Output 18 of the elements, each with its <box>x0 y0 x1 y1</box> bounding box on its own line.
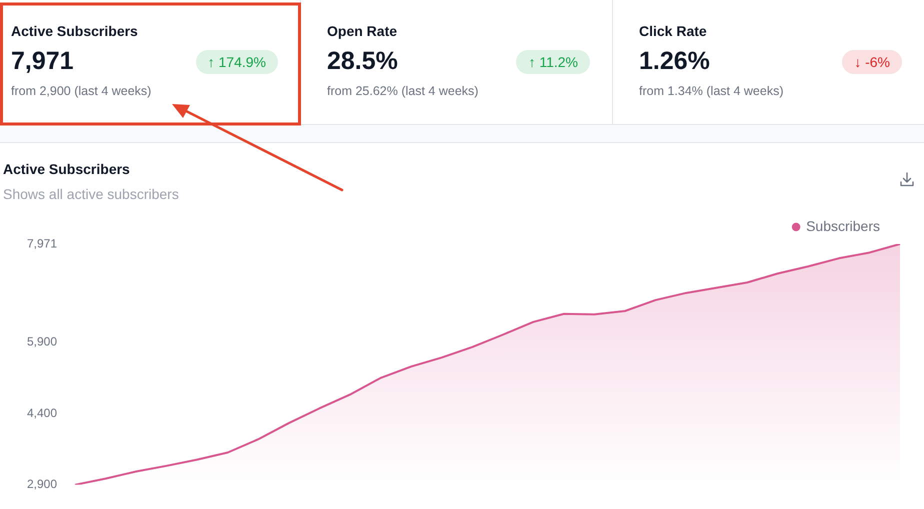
text: Active Subscribers <box>11 22 138 40</box>
text: 1.26% <box>639 46 710 76</box>
text: Click Rate <box>639 22 707 40</box>
y-tick-label: 7,971 <box>26 236 58 250</box>
legend-label: Subscribers <box>806 218 880 234</box>
text: from 2,900 (last 4 weeks) <box>11 83 152 99</box>
y-tick-label: 4,400 <box>26 406 58 420</box>
text: ↑ 174.9% <box>196 50 278 74</box>
y-tick-label: 5,900 <box>26 334 58 349</box>
text: from 25.62% (last 4 weeks) <box>327 83 478 99</box>
chart-title: Active Subscribers <box>3 160 130 178</box>
text: ↑ 11.2% <box>516 50 590 74</box>
text: from 1.34% (last 4 weeks) <box>639 83 784 99</box>
y-tick-label: 2,900 <box>26 477 58 492</box>
text: ↓ -6% <box>842 50 902 74</box>
chart-subtitle: Shows all active subscribers <box>3 185 179 203</box>
text: Open Rate <box>327 22 398 40</box>
text: 28.5% <box>327 46 398 76</box>
